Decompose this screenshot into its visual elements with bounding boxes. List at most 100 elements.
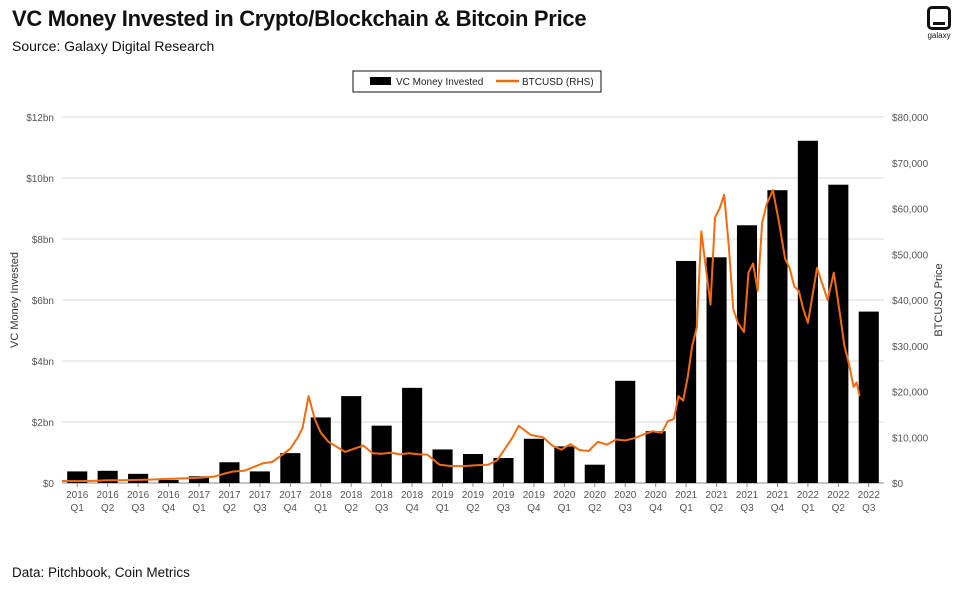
legend-label-vc: VC Money Invested — [396, 77, 483, 88]
y2-tick-label: $0 — [892, 479, 904, 490]
x-tick-quarter: Q4 — [284, 503, 298, 514]
x-tick-quarter: Q3 — [619, 503, 633, 514]
vc-bar — [767, 190, 788, 483]
x-tick-year: 2022 — [858, 490, 881, 501]
x-tick-quarter: Q2 — [466, 503, 480, 514]
y-tick-label: $8bn — [32, 235, 54, 246]
x-tick-quarter: Q2 — [832, 503, 846, 514]
x-tick-quarter: Q3 — [862, 503, 876, 514]
btc-price-line — [61, 189, 861, 483]
y2-tick-label: $30,000 — [892, 342, 929, 353]
vc-bar — [797, 140, 818, 484]
vc-bar — [402, 387, 423, 483]
x-tick-quarter: Q2 — [588, 503, 602, 514]
y2-tick-label: $70,000 — [892, 159, 929, 170]
vc-bar — [736, 225, 758, 483]
x-tick-quarter: Q1 — [192, 503, 206, 514]
logo-text: galaxy — [927, 31, 951, 40]
x-tick-year: 2018 — [340, 490, 363, 501]
x-tick-quarter: Q3 — [253, 503, 267, 514]
x-tick-year: 2020 — [645, 490, 668, 501]
x-tick-year: 2022 — [797, 490, 820, 501]
y2-tick-label: $50,000 — [892, 250, 929, 261]
x-tick-quarter: Q3 — [740, 503, 754, 514]
footer-source: Data: Pitchbook, Coin Metrics — [12, 565, 190, 580]
vc-bar — [249, 471, 270, 483]
x-tick-year: 2017 — [279, 490, 302, 501]
x-tick-quarter: Q3 — [375, 503, 389, 514]
x-tick-year: 2016 — [157, 490, 180, 501]
vc-bar — [828, 184, 849, 483]
x-tick-year: 2020 — [614, 490, 637, 501]
y-axis-left: $0 $2bn $4bn $6bn $8bn $10bn $12bn — [26, 113, 54, 490]
x-tick-quarter: Q4 — [771, 503, 785, 514]
gridlines — [62, 116, 884, 484]
x-tick-quarter: Q4 — [527, 503, 541, 514]
chart-subtitle: Source: Galaxy Digital Research — [12, 38, 215, 54]
vc-bar — [128, 473, 149, 483]
vc-bar — [310, 417, 331, 483]
x-tick-year: 2021 — [766, 490, 789, 501]
x-tick-year: 2019 — [462, 490, 485, 501]
x-tick-quarter: Q2 — [345, 503, 359, 514]
x-tick-year: 2017 — [249, 490, 272, 501]
vc-bar — [280, 453, 301, 483]
vc-bar — [615, 380, 636, 483]
x-tick-year: 2020 — [553, 490, 576, 501]
x-tick-quarter: Q4 — [162, 503, 176, 514]
vc-bar — [493, 457, 514, 483]
legend-label-btc: BTCUSD (RHS) — [522, 77, 594, 88]
x-tick-year: 2016 — [97, 490, 120, 501]
y-axis-right: $0 $10,000 $20,000 $30,000 $40,000 $50,000 $60… — [892, 113, 929, 490]
y-tick-label: $4bn — [32, 357, 54, 368]
y-tick-label: $6bn — [32, 296, 54, 307]
vc-bar — [341, 396, 362, 483]
vc-bar — [462, 454, 484, 483]
x-tick-year: 2017 — [218, 490, 241, 501]
x-tick-year: 2017 — [188, 490, 211, 501]
y-tick-label: $10bn — [26, 174, 54, 185]
x-tick-year: 2018 — [310, 490, 333, 501]
legend: VC Money Invested BTCUSD (RHS) — [352, 70, 602, 93]
x-tick-quarter: Q4 — [405, 503, 419, 514]
galaxy-logo-icon — [927, 6, 951, 30]
vc-bar — [676, 260, 697, 483]
chart-title: VC Money Invested in Crypto/Blockchain &… — [12, 6, 587, 31]
x-tick-quarter: Q1 — [558, 503, 572, 514]
x-tick-quarter: Q3 — [131, 503, 145, 514]
x-tick-quarter: Q2 — [223, 503, 237, 514]
y2-tick-label: $60,000 — [892, 205, 929, 216]
vc-bar — [432, 449, 453, 483]
vc-bar — [523, 438, 544, 483]
x-tick-quarter: Q1 — [436, 503, 450, 514]
x-tick-year: 2020 — [584, 490, 607, 501]
x-axis: 2016 Q1 2016 Q2 2016 Q3 2016 Q4 2017 Q1 2017 Q2 2017… — [66, 483, 880, 514]
y-axis-title: VC Money Invested — [9, 252, 21, 348]
galaxy-logo: galaxy — [922, 6, 956, 40]
vc-bar — [584, 464, 605, 483]
x-tick-year: 2018 — [401, 490, 424, 501]
vc-bar — [706, 257, 727, 483]
x-tick-year: 2019 — [492, 490, 515, 501]
x-tick-year: 2021 — [736, 490, 759, 501]
x-tick-quarter: Q1 — [314, 503, 328, 514]
x-tick-year: 2021 — [705, 490, 728, 501]
y2-axis-title: BTCUSD Price — [933, 263, 945, 336]
x-tick-quarter: Q2 — [710, 503, 724, 514]
vc-bar — [158, 479, 179, 483]
x-tick-year: 2019 — [523, 490, 546, 501]
x-tick-year: 2019 — [431, 490, 454, 501]
y-tick-label: $0 — [43, 479, 55, 490]
vc-bar — [67, 471, 88, 483]
y2-tick-label: $20,000 — [892, 388, 929, 399]
x-tick-year: 2021 — [675, 490, 698, 501]
vc-bar — [645, 431, 666, 483]
x-tick-quarter: Q1 — [801, 503, 815, 514]
y2-tick-label: $40,000 — [892, 296, 929, 307]
vc-bar — [858, 311, 879, 483]
x-tick-quarter: Q3 — [497, 503, 511, 514]
x-tick-quarter: Q2 — [101, 503, 115, 514]
x-tick-year: 2016 — [66, 490, 89, 501]
legend-box — [352, 70, 602, 93]
